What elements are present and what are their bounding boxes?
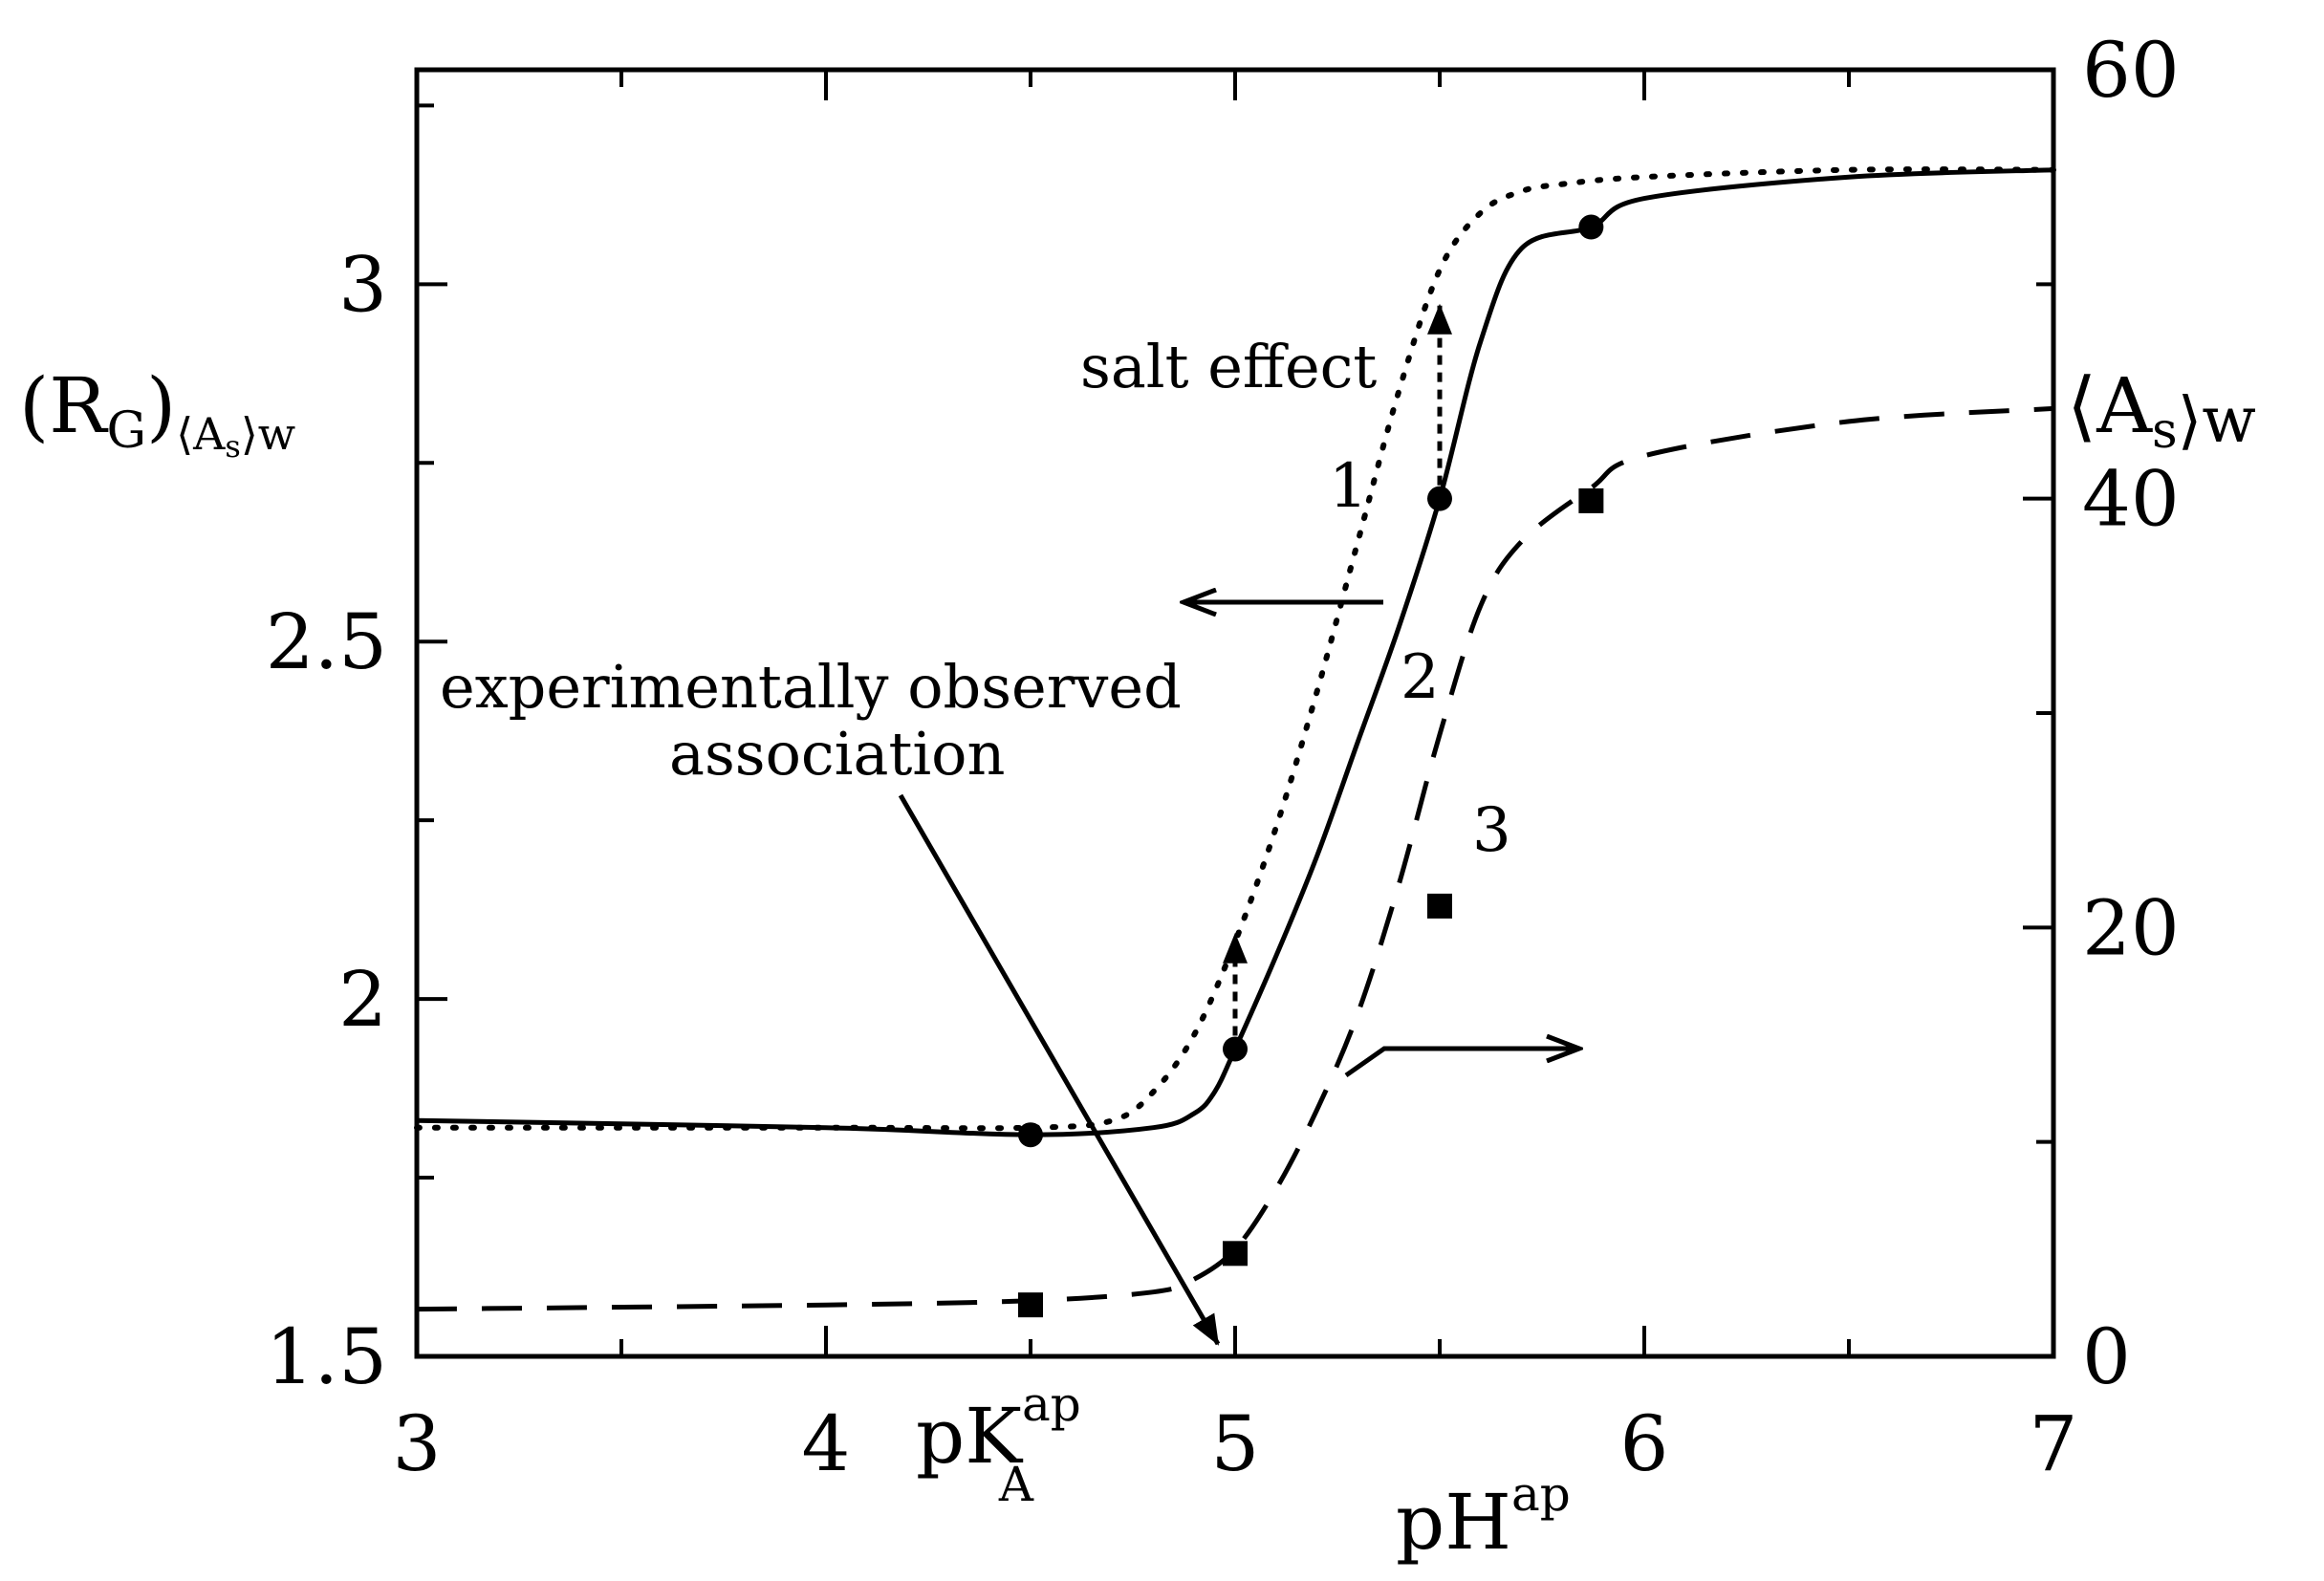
series-2-point [1427, 486, 1452, 511]
curve-label-3: 3 [1472, 795, 1511, 866]
x-tick-label: 4 [802, 1399, 851, 1488]
y-left-tick-label: 2.5 [266, 597, 387, 686]
experiment-label-line1: experimentally observed [440, 652, 1182, 722]
right-axis-arrow [1344, 1049, 1579, 1078]
curve-label-1: 1 [1329, 451, 1368, 522]
series-3-point [1223, 1241, 1248, 1267]
y-right-tick-label: 0 [2082, 1312, 2131, 1401]
y-right-tick-label: 40 [2082, 455, 2180, 544]
experiment-label-line2: association [669, 719, 1005, 789]
pka-marker-label: pKap A [916, 1376, 1081, 1512]
y-right-tick-label: 60 [2082, 26, 2180, 115]
x-tick-label: 6 [1620, 1399, 1669, 1488]
x-tick-label: 3 [393, 1399, 442, 1488]
series-2-point [1578, 214, 1604, 240]
x-tick-label: 5 [1211, 1399, 1260, 1488]
series-1-line [414, 166, 2056, 1132]
y-left-tick-label: 2 [338, 955, 387, 1044]
x-tick-label: 7 [2030, 1399, 2078, 1488]
arrows-group [898, 303, 1579, 1346]
y-left-axis-title: (RG)⟨As⟩w [19, 361, 295, 465]
y-left-tick-label: 1.5 [266, 1312, 387, 1401]
series-2-point [1223, 1036, 1248, 1062]
y-left-tick-label: 3 [338, 240, 387, 329]
x-axis-title: pHap [1396, 1466, 1571, 1567]
curve-label-2: 2 [1401, 642, 1440, 713]
y-right-tick-label: 20 [2082, 883, 2180, 972]
series-3-point [1427, 893, 1452, 919]
ticks-group [415, 68, 2055, 1358]
experiment-arrow [898, 793, 1221, 1346]
tick-labels-group: 3 4 5 6 7 1.5 2 2.5 3 0 20 40 60 [266, 26, 2180, 1488]
markers-group [1018, 214, 1604, 1318]
salt-effect-label: salt effect [1080, 332, 1377, 401]
y-right-axis-title: ⟨As⟩w [2067, 361, 2256, 460]
series-3-line [416, 405, 2054, 1312]
series-3-point [1018, 1292, 1043, 1318]
series-2-point [1018, 1122, 1043, 1148]
series-3-point [1578, 487, 1604, 513]
